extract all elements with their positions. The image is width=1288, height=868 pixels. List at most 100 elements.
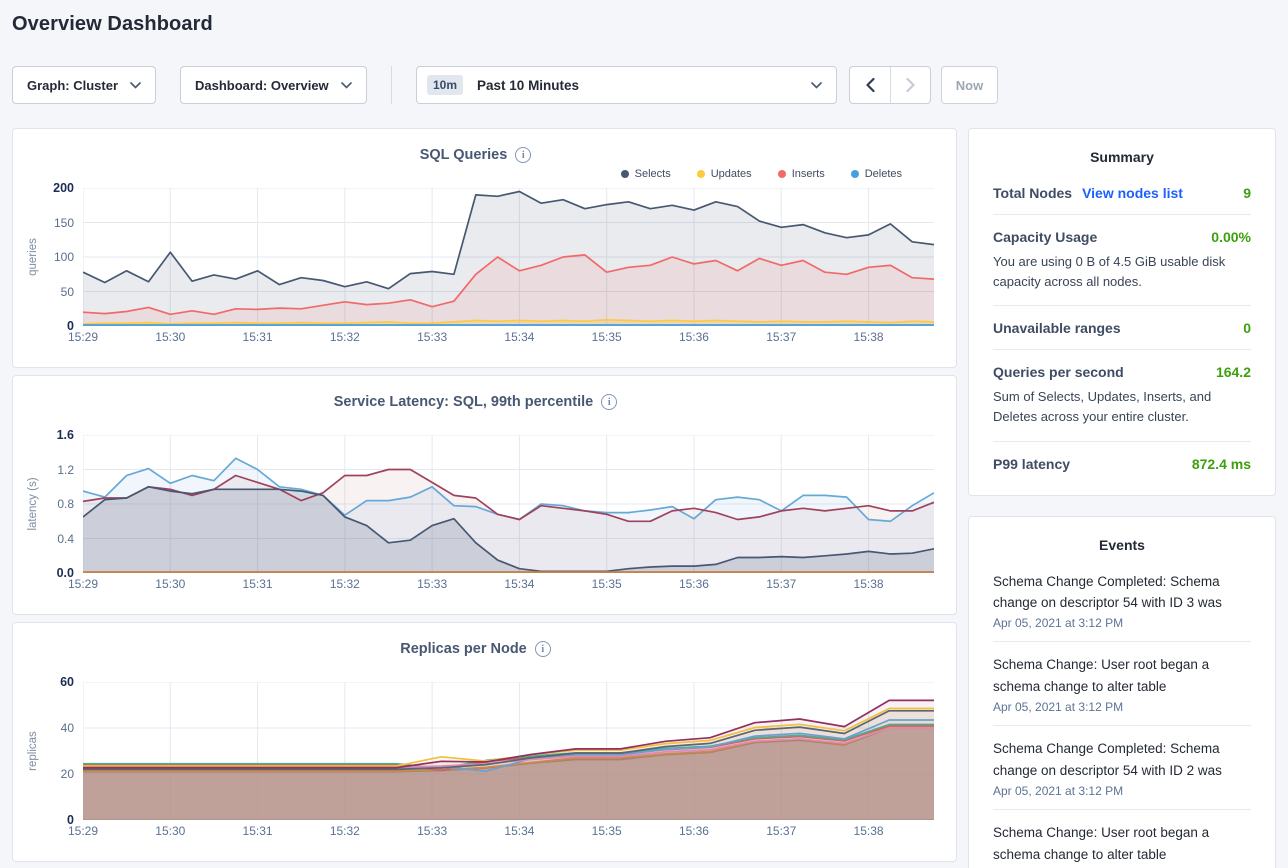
chevron-down-icon [811,81,822,89]
summary-row-value: 872.4 ms [1191,455,1251,472]
summary-row-subtext: Sum of Selects, Updates, Inserts, and De… [993,389,1212,425]
chevron-down-icon [130,81,141,89]
y-tick-label: 60 [60,675,74,689]
now-button[interactable]: Now [941,66,998,104]
x-tick-label: 15:34 [504,824,535,838]
chart-legend [17,660,934,676]
x-tick-label: 15:38 [853,824,884,838]
chevron-left-icon [865,78,875,92]
x-tick-label: 15:38 [853,577,884,591]
next-interval-button[interactable] [890,67,930,103]
y-axis-label: queries [27,238,39,276]
y-axis-label: replicas [27,731,39,771]
y-tick-label: 0.4 [57,531,74,546]
event-list-item[interactable]: Schema Change Completed: Schema change o… [993,726,1251,810]
summary-row-value: 164.2 [1215,364,1251,381]
x-tick-label: 15:37 [766,577,797,591]
legend-label: Inserts [791,168,825,180]
chart-title: Replicas per Node [400,641,527,657]
events-title: Events [1099,536,1145,553]
summary-title: Summary [1090,149,1154,165]
x-tick-label: 15:31 [242,330,273,344]
summary-panel: Summary Total Nodes View nodes list 9 Capac… [968,128,1276,496]
chart-title: SQL Queries [419,147,508,163]
chart-title: Service Latency: SQL, 99th percentile [333,394,594,410]
legend-item-inserts[interactable]: Inserts [777,168,825,180]
y-axis-ticks: 0 20 40 60 [36,675,83,827]
y-axis-ticks: 0 50 100 150 200 [36,181,83,333]
summary-row-value: 0 [1243,320,1251,337]
plot-area[interactable]: 15:29 15:30 15:31 15:32 15:33 15:34 15:35 15:36… [68,435,934,591]
x-tick-label: 15:30 [155,824,186,838]
summary-row-label: Queries per second [993,364,1124,381]
time-pager [849,66,931,104]
events-panel: Events Schema Change Completed: Schema c… [968,515,1276,868]
legend-dot-icon [620,170,629,178]
dashboard-dropdown[interactable]: Dashboard: Overview [180,66,367,104]
sidebar: Summary Total Nodes View nodes list 9 Capac… [968,128,1276,868]
chart-panel-replicas-per-node: Replicas per Node i replicas 0 20 40 60 15:… [12,622,957,862]
event-text: Schema Change Completed: Schema change o… [993,573,1222,611]
event-list-item[interactable]: Schema Change Completed: Schema change o… [993,559,1251,643]
event-list-item[interactable]: Schema Change: User root began a schema … [993,642,1251,726]
x-tick-label: 15:37 [766,330,797,344]
y-tick-label: 150 [53,215,74,230]
summary-row-label: Total Nodes [993,185,1073,201]
summary-row: Total Nodes View nodes list 9 [993,171,1251,215]
summary-row-label: P99 latency [993,455,1071,472]
x-tick-label: 15:29 [67,824,99,838]
summary-row: Capacity Usage 0.00% You are using 0 B of … [993,215,1251,307]
page-title: Overview Dashboard [12,13,213,35]
legend-item-selects[interactable]: Selects [620,168,671,180]
chart-svg [83,682,934,820]
legend-item-updates[interactable]: Updates [696,168,752,180]
legend-dot-icon [696,170,705,178]
x-tick-label: 15:33 [417,330,448,344]
graph-dropdown[interactable]: Graph: Cluster [12,66,156,104]
info-icon[interactable]: i [534,641,551,657]
y-tick-label: 0.8 [57,497,74,511]
x-tick-label: 15:35 [591,824,622,838]
y-tick-label: 0 [67,813,74,827]
y-tick-label: 1.2 [57,462,74,477]
x-axis-ticks: 15:29 15:30 15:31 15:32 15:33 15:34 15:35 15:36… [68,326,934,344]
y-tick-label: 20 [60,767,74,781]
x-tick-label: 15:32 [329,330,360,344]
info-icon[interactable]: i [601,394,618,410]
y-axis-label: latency (s) [27,477,39,531]
x-tick-label: 15:29 [67,577,99,591]
plot-area[interactable]: 15:29 15:30 15:31 15:32 15:33 15:34 15:35 15:36… [68,682,934,838]
chart-svg [83,188,934,326]
info-icon[interactable]: i [515,147,532,163]
chart-svg [83,435,934,573]
x-tick-label: 15:34 [504,330,535,344]
summary-row: P99 latency 872.4 ms [993,442,1251,485]
event-timestamp: Apr 05, 2021 at 3:12 PM [993,616,1124,631]
x-tick-label: 15:36 [678,330,709,344]
x-tick-label: 15:30 [155,577,186,591]
summary-row: Queries per second 164.2 Sum of Selects, U… [993,350,1251,442]
summary-row-value: 9 [1243,185,1251,201]
summary-row: Unavailable ranges 0 [993,306,1251,351]
x-tick-label: 15:32 [329,577,360,591]
y-tick-label: 1.6 [56,428,74,442]
event-timestamp: Apr 05, 2021 at 3:12 PM [993,783,1124,798]
toolbar-divider [391,66,392,104]
y-tick-label: 0.0 [56,566,74,580]
x-tick-label: 15:35 [591,577,622,591]
x-tick-label: 15:31 [242,824,273,838]
previous-interval-button[interactable] [850,67,890,103]
event-text: Schema Change: User root began a schema … [993,657,1210,695]
x-tick-label: 15:36 [678,824,709,838]
legend-item-deletes[interactable]: Deletes [850,168,902,180]
view-nodes-list-link[interactable]: View nodes list [1082,185,1183,201]
time-range-dropdown[interactable]: 10m Past 10 Minutes [416,66,837,104]
event-list-item[interactable]: Schema Change: User root began a schema … [993,810,1251,868]
event-timestamp: Apr 05, 2021 at 3:12 PM [993,700,1124,714]
x-tick-label: 15:29 [67,330,99,344]
dashboard-dropdown-label: Dashboard: Overview [195,77,329,93]
plot-area[interactable]: 15:29 15:30 15:31 15:32 15:33 15:34 15:35 15:36… [68,188,934,344]
summary-row-label: Unavailable ranges [993,320,1121,337]
legend-label: Selects [634,168,671,180]
y-tick-label: 40 [60,721,74,735]
